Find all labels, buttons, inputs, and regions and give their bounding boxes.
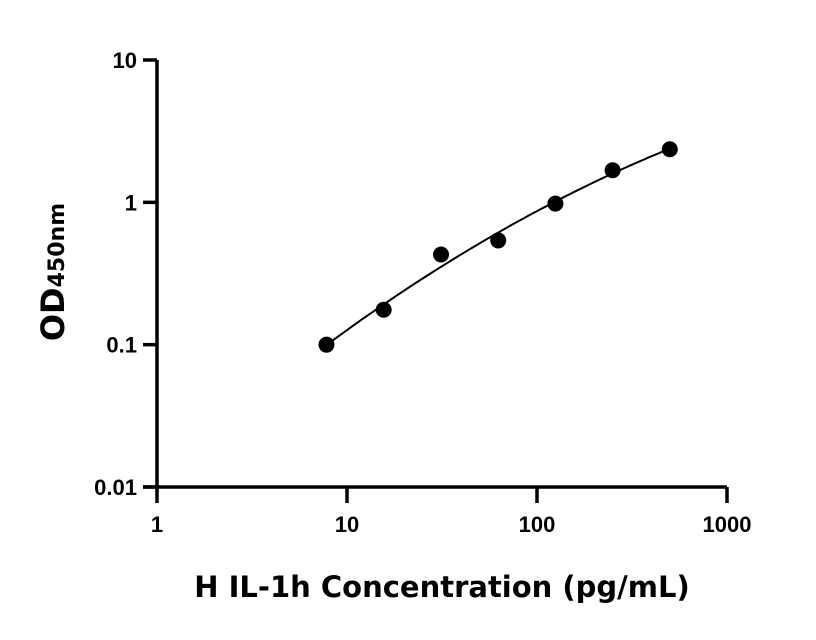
data-point: [318, 336, 335, 353]
ticks: 1 10 100 1000 0.01 0.1 1 10: [94, 48, 751, 537]
y-axis-label-main: OD: [34, 287, 72, 341]
data-points: [318, 141, 678, 353]
x-tick-label: 10: [335, 512, 359, 537]
x-tick-label: 1: [151, 512, 163, 537]
data-point: [661, 141, 678, 158]
y-tick-label: 0.1: [106, 333, 137, 358]
x-tick-label: 1000: [703, 512, 752, 537]
y-tick-label: 0.01: [94, 475, 137, 500]
data-point: [375, 301, 392, 318]
axes: [143, 60, 727, 489]
y-axis-label-sub: 450nm: [45, 203, 70, 288]
data-point: [433, 246, 450, 263]
y-tick-label: 1: [125, 190, 137, 215]
y-tick-label: 10: [113, 48, 137, 73]
x-axis-label: H IL-1h Concentration (pg/mL): [194, 570, 689, 604]
y-axis-label: OD450nm: [34, 203, 72, 341]
data-point: [547, 195, 564, 212]
x-tick-label: 100: [519, 512, 556, 537]
data-point: [490, 232, 507, 249]
data-point: [604, 162, 621, 179]
